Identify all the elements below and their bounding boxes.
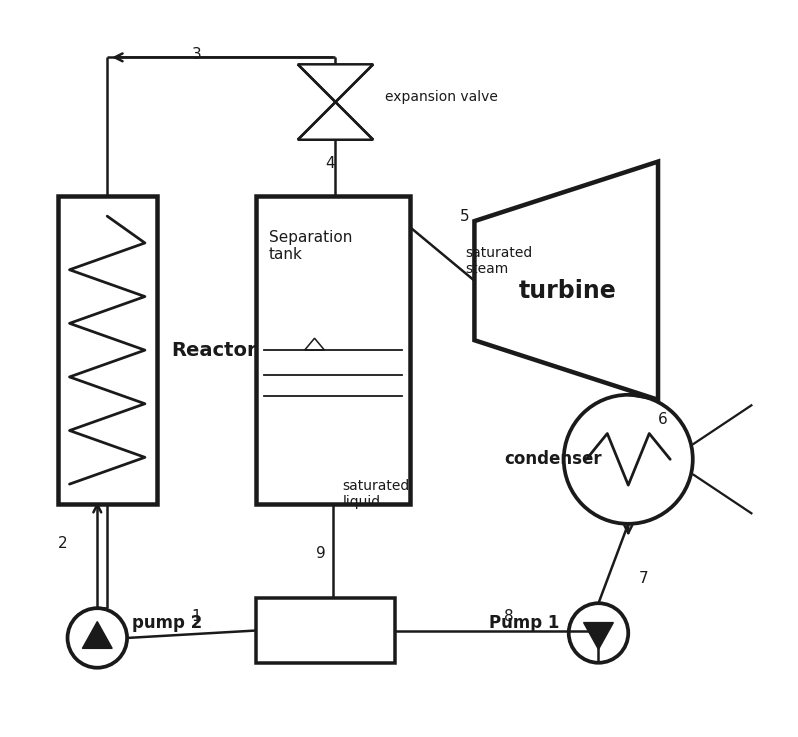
Text: 9: 9 bbox=[316, 546, 326, 561]
Text: 6: 6 bbox=[658, 412, 668, 427]
Text: 5: 5 bbox=[460, 209, 469, 223]
Text: condenser: condenser bbox=[504, 450, 602, 468]
Text: saturated
steam: saturated steam bbox=[465, 245, 533, 276]
Text: 2: 2 bbox=[57, 537, 67, 551]
Polygon shape bbox=[583, 623, 614, 649]
Text: Reactor: Reactor bbox=[172, 340, 257, 360]
Text: turbine: turbine bbox=[519, 279, 617, 303]
Text: 1: 1 bbox=[192, 609, 201, 624]
Bar bbox=[256, 598, 395, 663]
Bar bbox=[57, 196, 157, 504]
Polygon shape bbox=[82, 621, 113, 649]
Bar bbox=[256, 196, 410, 504]
Text: pump 2: pump 2 bbox=[132, 614, 202, 632]
Text: 7: 7 bbox=[638, 571, 648, 586]
Text: saturated
liquid: saturated liquid bbox=[342, 479, 409, 509]
Text: 4: 4 bbox=[326, 156, 335, 171]
Text: Pump 1: Pump 1 bbox=[489, 614, 559, 632]
Text: expansion valve: expansion valve bbox=[385, 90, 498, 104]
Text: 8: 8 bbox=[504, 609, 514, 624]
Text: Separation
tank: Separation tank bbox=[269, 230, 353, 262]
Text: 3: 3 bbox=[192, 47, 201, 62]
